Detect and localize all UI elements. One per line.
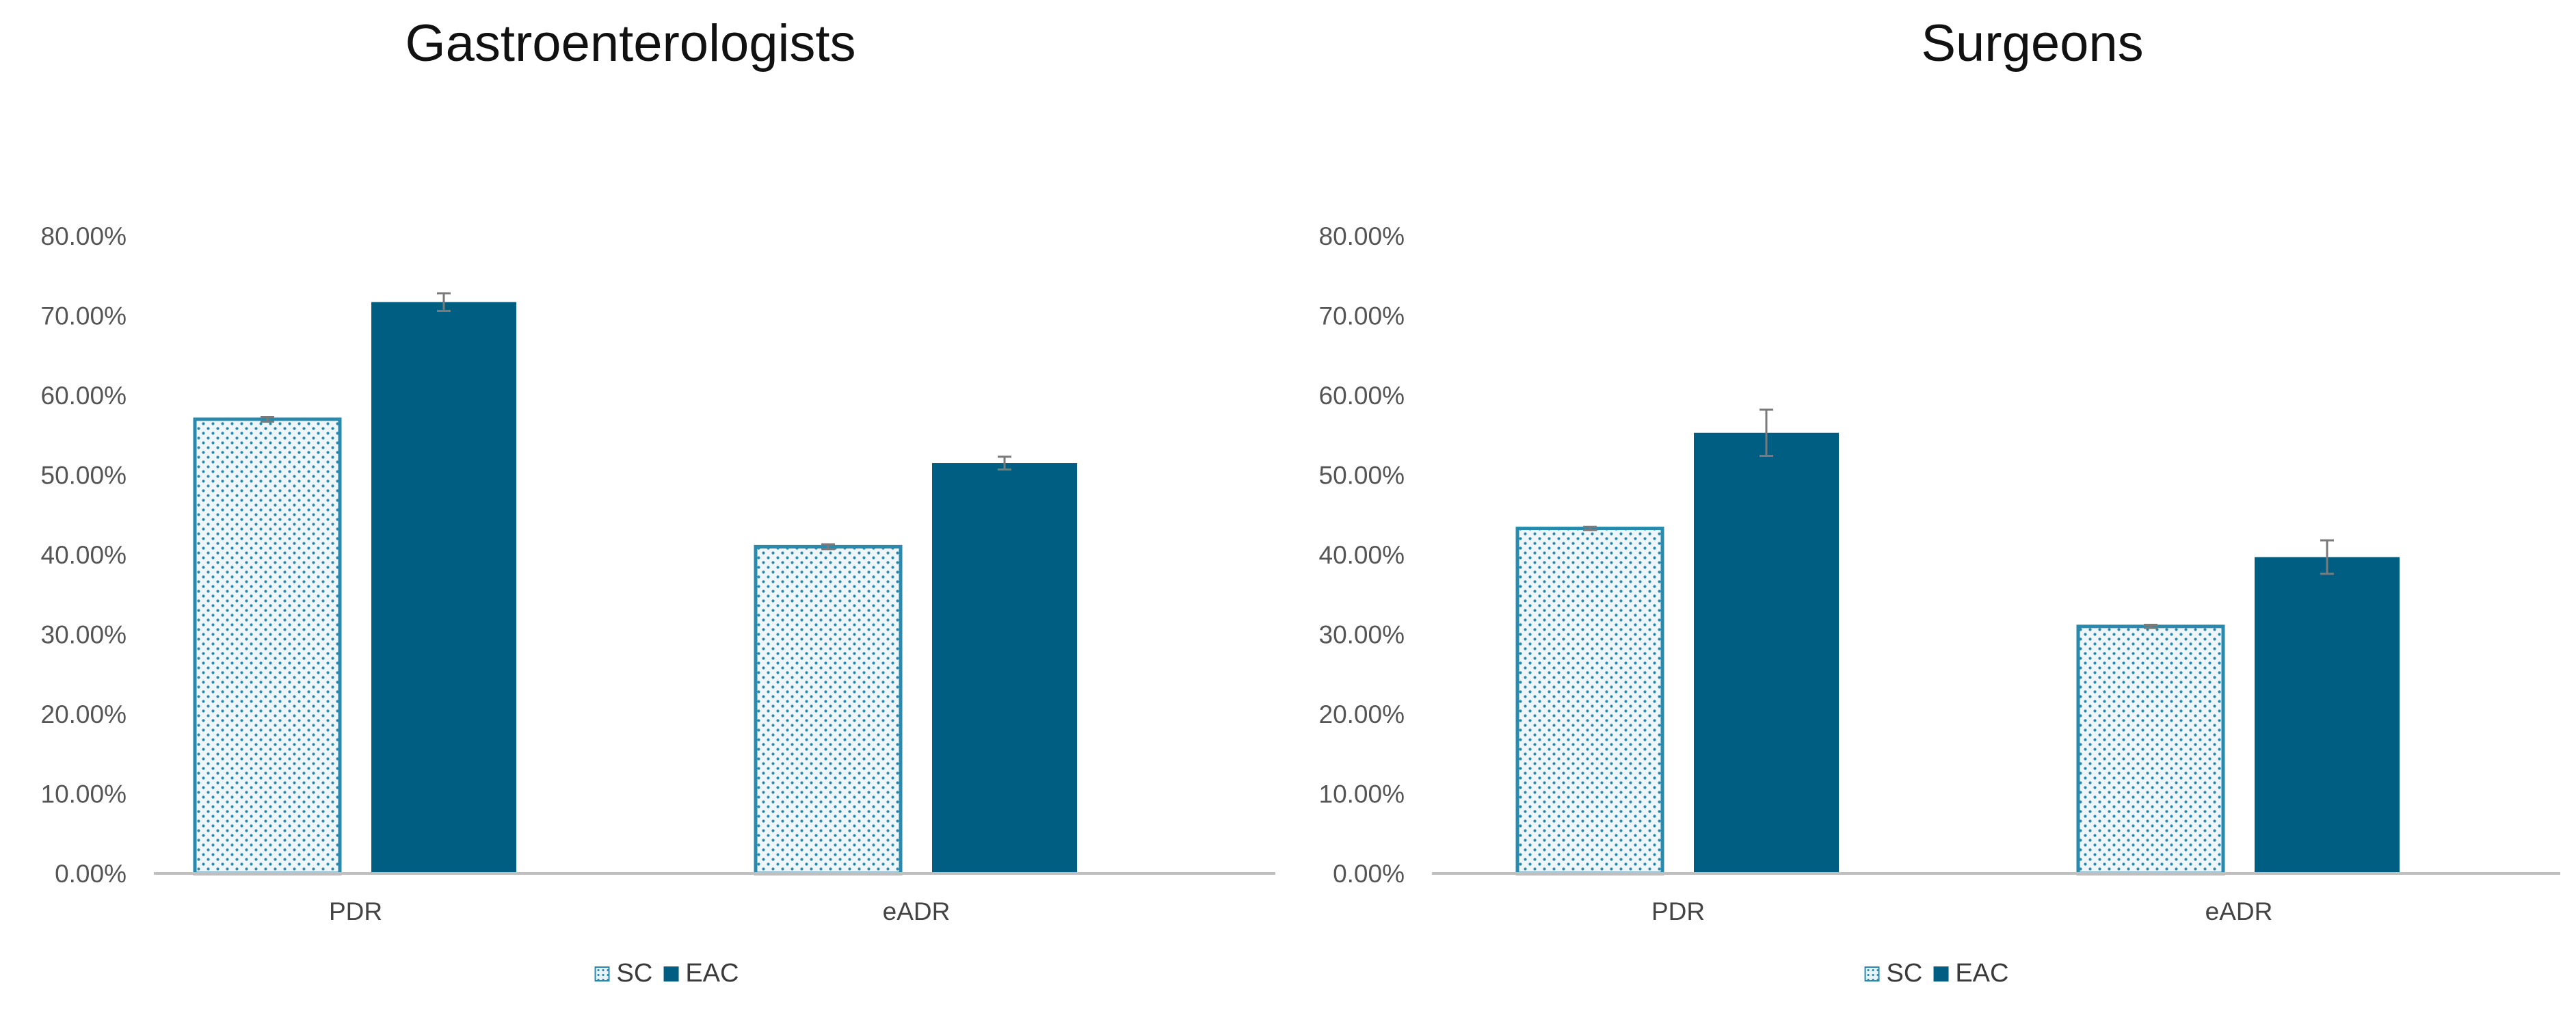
- chart-panel-surgeons: Surgeons 0.00% 10.00% 20.00% 30.00% 40.00% 50…: [1288, 0, 2576, 1015]
- y-tick-label: 0.00%: [55, 860, 127, 888]
- legend-swatch-sc: [1864, 966, 1880, 981]
- legend-swatch-eac: [663, 966, 679, 981]
- error-bar-sc-pdr: [1583, 525, 1597, 531]
- error-bar-sc-eadr: [821, 543, 835, 551]
- y-tick-label: 10.00%: [41, 780, 127, 808]
- y-tick-label: 70.00%: [41, 302, 127, 330]
- y-tick-label: 40.00%: [1319, 541, 1405, 569]
- y-tick-label: 0.00%: [1333, 860, 1405, 888]
- legend-swatch-eac: [1933, 966, 1949, 981]
- chart-panel-gastroenterologists: Gastroenterologists 0.00% 10.00% 20.00% 30.…: [41, 14, 1275, 988]
- bar-sc-pdr: [193, 417, 342, 875]
- error-bar-eac-eadr: [998, 456, 1011, 471]
- chart-title: Surgeons: [1921, 14, 2144, 72]
- chart-plot: 0.00% 10.00% 20.00% 30.00% 40.00% 50.00% 60.00…: [1319, 222, 2560, 925]
- y-tick-label: 60.00%: [41, 382, 127, 410]
- chart-legend: SC EAC: [1859, 959, 2015, 988]
- error-bar-sc-pdr: [261, 415, 274, 423]
- error-bar-eac-pdr: [437, 292, 451, 313]
- legend-label-eac: EAC: [1955, 959, 2009, 988]
- legend-label-eac: EAC: [685, 959, 739, 988]
- bar-sc-pdr: [1515, 527, 1664, 875]
- y-tick-label: 80.00%: [41, 222, 127, 250]
- error-bar-eac-eadr: [2320, 539, 2334, 575]
- y-tick-label: 30.00%: [41, 621, 127, 649]
- x-category-label: PDR: [329, 897, 382, 925]
- error-bar-sc-eadr: [2144, 624, 2157, 629]
- y-tick-label: 80.00%: [1319, 222, 1405, 250]
- chart-legend: SC EAC: [589, 959, 745, 988]
- legend-item-sc: SC: [1864, 959, 1923, 988]
- y-tick-label: 60.00%: [1319, 382, 1405, 410]
- x-category-label: eADR: [883, 897, 951, 925]
- legend-item-eac: EAC: [663, 959, 739, 988]
- legend-swatch-sc: [594, 966, 610, 981]
- y-tick-label: 10.00%: [1319, 780, 1405, 808]
- y-tick-label: 40.00%: [41, 541, 127, 569]
- y-tick-label: 70.00%: [1319, 302, 1405, 330]
- error-bar-eac-pdr: [1760, 408, 1773, 458]
- bar-eac-pdr: [1694, 432, 1839, 873]
- bar-eac-pdr: [371, 302, 516, 873]
- y-tick-label: 20.00%: [41, 700, 127, 728]
- legend-item-eac: EAC: [1933, 959, 2008, 988]
- y-tick-label: 30.00%: [1319, 621, 1405, 649]
- x-category-label: eADR: [2205, 897, 2273, 925]
- x-category-label: PDR: [1651, 897, 1705, 925]
- bar-eac-eadr: [932, 463, 1077, 873]
- y-tick-label: 20.00%: [1319, 700, 1405, 728]
- y-tick-label: 50.00%: [1319, 462, 1405, 490]
- bar-sc-eadr: [2076, 624, 2225, 875]
- legend-item-sc: SC: [594, 959, 653, 988]
- chart-title: Gastroenterologists: [405, 14, 856, 72]
- y-tick-label: 50.00%: [41, 462, 127, 490]
- legend-label-sc: SC: [1886, 959, 1923, 988]
- chart-plot: 0.00% 10.00% 20.00% 30.00% 40.00% 50.00% 60.00…: [41, 222, 1275, 925]
- bar-eac-eadr: [2255, 557, 2400, 873]
- bar-sc-eadr: [754, 544, 903, 875]
- legend-label-sc: SC: [616, 959, 653, 988]
